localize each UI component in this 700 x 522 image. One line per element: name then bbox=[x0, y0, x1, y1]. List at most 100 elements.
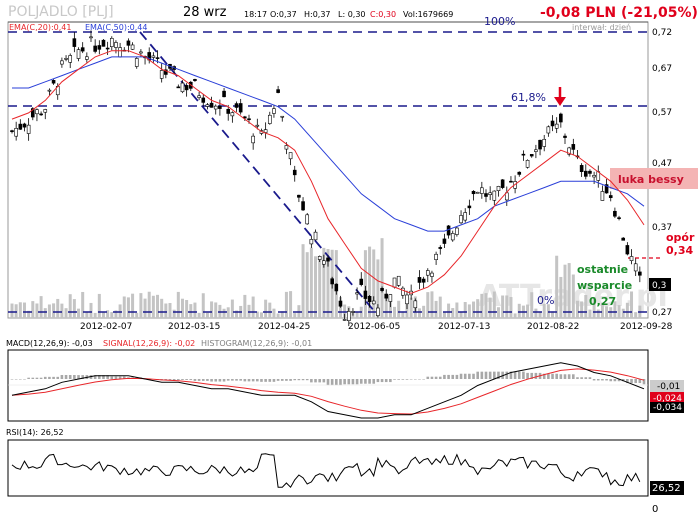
volume-bar bbox=[106, 310, 110, 318]
candle-body bbox=[484, 193, 488, 197]
candle-body bbox=[342, 319, 347, 321]
y-tick-057: 0,57 bbox=[652, 108, 672, 118]
macd-histogram-bar bbox=[517, 371, 521, 379]
candle-body bbox=[238, 103, 243, 113]
candle-body bbox=[442, 238, 447, 244]
volume-bar bbox=[31, 301, 35, 318]
volume-bar bbox=[39, 296, 43, 318]
candle-body bbox=[130, 44, 135, 50]
volume-bar bbox=[584, 294, 588, 318]
hist-value-tag bbox=[650, 380, 684, 392]
candle-body bbox=[180, 82, 185, 93]
macd-histogram-bar bbox=[168, 379, 172, 381]
candle-body bbox=[205, 104, 210, 107]
bear-gap-box bbox=[610, 168, 698, 189]
macd-histogram-bar bbox=[48, 376, 51, 379]
volume-bar bbox=[205, 312, 209, 318]
candle-body bbox=[184, 85, 189, 91]
support-label-line2: wsparcie bbox=[577, 279, 632, 292]
candle-body bbox=[109, 38, 114, 47]
candle-body bbox=[222, 90, 226, 98]
macd-histogram-bar bbox=[201, 379, 205, 381]
macd-histogram-bar bbox=[526, 372, 529, 379]
macd-histogram-bar bbox=[380, 379, 384, 383]
candle-body bbox=[155, 57, 160, 59]
macd-histogram-bar bbox=[397, 379, 400, 380]
candle-body bbox=[567, 147, 571, 155]
candle-body bbox=[413, 300, 418, 309]
candle-body bbox=[93, 45, 97, 52]
macd-histogram-bar bbox=[555, 373, 558, 379]
volume-bar bbox=[546, 304, 550, 318]
candle-body bbox=[284, 145, 289, 150]
candle-body bbox=[247, 118, 251, 121]
candle-body bbox=[492, 190, 497, 201]
candle-body bbox=[604, 184, 609, 194]
volume-bar bbox=[509, 297, 513, 318]
macd-histogram-bar bbox=[559, 374, 563, 379]
macd-histogram-bar bbox=[222, 379, 226, 382]
macd-histogram-bar bbox=[247, 379, 251, 382]
volume-bar bbox=[617, 305, 621, 318]
macd-histogram-bar bbox=[509, 371, 513, 379]
candle-body bbox=[14, 128, 18, 137]
peak-arrow-icon bbox=[554, 87, 566, 106]
macd-histogram-bar bbox=[326, 379, 330, 386]
macd-histogram-bar bbox=[172, 379, 176, 381]
volume-bar bbox=[309, 247, 313, 318]
candle-body bbox=[126, 40, 131, 46]
macd-histogram-bar bbox=[318, 379, 321, 383]
candle-body bbox=[234, 103, 239, 108]
macd-histogram-bar bbox=[347, 379, 351, 385]
volume-bar bbox=[56, 298, 60, 318]
ema20-legend: EMA(C,20):0,41 bbox=[9, 23, 72, 32]
volume-bar bbox=[284, 291, 288, 318]
macd-histogram-bar bbox=[102, 375, 105, 379]
candle-body bbox=[563, 135, 567, 138]
volume-bar bbox=[555, 255, 559, 318]
candle-body bbox=[438, 247, 443, 249]
volume-bar bbox=[168, 302, 172, 318]
volume-bar bbox=[214, 302, 218, 318]
macd-histogram-bar bbox=[418, 379, 421, 380]
macd-histogram-bar bbox=[355, 379, 359, 385]
support-value: 0,27 bbox=[589, 295, 616, 308]
macd-histogram-bar bbox=[197, 379, 201, 381]
candle-body bbox=[201, 97, 206, 103]
macd-histogram-bar bbox=[401, 379, 405, 380]
volume-bar bbox=[264, 299, 268, 318]
macd-histogram-bar bbox=[451, 374, 455, 379]
macd-histogram-bar bbox=[463, 373, 467, 379]
price-change: -0,08 PLN (-21,05%) bbox=[540, 5, 698, 21]
volume-bar bbox=[318, 257, 322, 318]
candle-body bbox=[97, 45, 102, 50]
volume-bar bbox=[368, 246, 372, 318]
last-price-value: 0,3 bbox=[652, 281, 666, 291]
volume-bar bbox=[93, 312, 97, 318]
volume-bar bbox=[567, 263, 571, 318]
candle-body bbox=[405, 294, 409, 305]
fib-label-100: 100% bbox=[484, 15, 515, 28]
volume-bar bbox=[251, 296, 255, 318]
volume-bar bbox=[243, 294, 247, 318]
macd-histogram-bar bbox=[251, 379, 255, 382]
volume-bar bbox=[276, 313, 280, 318]
volume-bar bbox=[380, 238, 384, 318]
macd-histogram-bar bbox=[430, 376, 434, 379]
volume-bar bbox=[85, 311, 89, 318]
candle-body bbox=[176, 86, 181, 89]
candle-body bbox=[309, 239, 314, 245]
volume-bar bbox=[77, 308, 81, 318]
rsi-panel-frame bbox=[7, 439, 649, 497]
macd-histogram-bar bbox=[617, 379, 621, 382]
macd-histogram-bar bbox=[497, 371, 500, 379]
volume-bar bbox=[151, 295, 155, 318]
candle-body bbox=[446, 225, 451, 236]
candle-body bbox=[625, 245, 630, 255]
volume-bar bbox=[226, 307, 230, 318]
macd-legend: MACD(12,26,9): -0,03 bbox=[6, 339, 93, 348]
macd-histogram-bar bbox=[206, 379, 209, 381]
macd-histogram-bar bbox=[567, 374, 571, 379]
candle-body bbox=[467, 205, 472, 209]
volume-bar bbox=[505, 295, 509, 318]
